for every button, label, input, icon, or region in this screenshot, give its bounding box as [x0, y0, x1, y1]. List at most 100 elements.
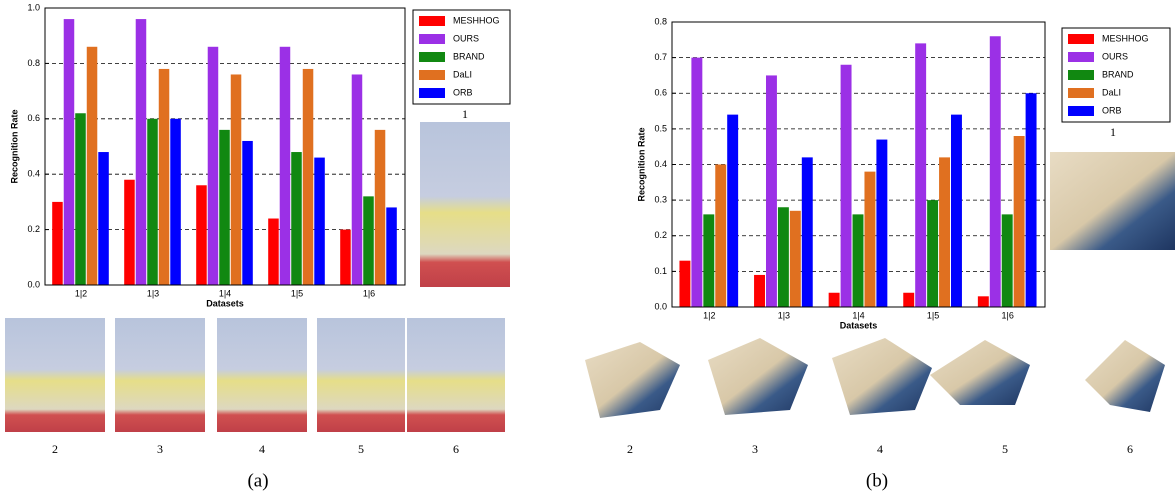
bar — [841, 65, 852, 307]
bar — [703, 214, 714, 307]
image — [1085, 340, 1165, 412]
y-tick-label: 0.3 — [654, 195, 667, 205]
image-label: 6 — [1127, 442, 1133, 456]
legend-swatch — [419, 70, 445, 80]
bar — [314, 158, 325, 285]
bar — [679, 261, 690, 307]
image — [407, 318, 505, 432]
legend-label: BRAND — [453, 51, 485, 61]
image — [5, 318, 105, 432]
y-tick-label: 0.4 — [654, 159, 667, 169]
bar — [691, 58, 702, 307]
bar — [375, 130, 386, 285]
legend-swatch — [419, 88, 445, 98]
y-axis-title: Recognition Rate — [636, 127, 646, 201]
image-label: 4 — [259, 442, 265, 456]
bar — [52, 202, 63, 285]
y-tick-label: 0.8 — [654, 16, 667, 26]
bar — [170, 119, 181, 285]
bar — [363, 196, 374, 285]
bar — [939, 157, 950, 307]
image — [217, 318, 307, 432]
bar — [778, 207, 789, 307]
image-label: 3 — [157, 442, 163, 456]
bar — [715, 165, 726, 308]
y-tick-label: 0.6 — [27, 113, 40, 123]
legend-label: MESHHOG — [1102, 33, 1149, 43]
legend-swatch — [1068, 88, 1094, 98]
image — [115, 318, 205, 432]
panel-label: (b) — [866, 470, 888, 491]
bar — [1014, 136, 1025, 307]
bar — [231, 74, 242, 285]
bar — [903, 293, 914, 307]
x-tick-label: 1|3 — [147, 288, 159, 298]
bar — [790, 211, 801, 307]
y-tick-label: 0.1 — [654, 266, 667, 276]
bar — [98, 152, 109, 285]
y-tick-label: 1.0 — [27, 2, 40, 12]
x-tick-label: 1|6 — [1002, 310, 1014, 320]
x-tick-label: 1|2 — [703, 310, 715, 320]
image-label: 3 — [752, 442, 758, 456]
x-tick-label: 1|5 — [927, 310, 939, 320]
legend-swatch — [1068, 70, 1094, 80]
figure: 1 2 3 4 5 6 (a) 1 2 3 4 5 6 (b) 0.00.20.… — [0, 0, 1175, 495]
bar — [864, 172, 875, 307]
y-tick-label: 0.0 — [27, 279, 40, 289]
y-tick-label: 0.2 — [654, 230, 667, 240]
y-tick-label: 0.0 — [654, 301, 667, 311]
legend-label: ORB — [453, 87, 473, 97]
bar — [754, 275, 765, 307]
legend-swatch — [1068, 52, 1094, 62]
bar — [75, 113, 86, 285]
image-label: 2 — [52, 442, 58, 456]
legend-label: OURS — [453, 33, 479, 43]
bar — [280, 47, 291, 285]
x-tick-label: 1|5 — [291, 288, 303, 298]
legend-swatch — [1068, 34, 1094, 44]
image-label: 5 — [358, 442, 364, 456]
bar — [208, 47, 219, 285]
bar — [291, 152, 302, 285]
bar — [876, 140, 887, 307]
bar — [219, 130, 230, 285]
legend-swatch — [419, 52, 445, 62]
bar — [352, 74, 363, 285]
bar — [268, 219, 279, 285]
x-axis-title: Datasets — [206, 298, 244, 308]
x-tick-label: 1|3 — [778, 310, 790, 320]
y-tick-label: 0.4 — [27, 169, 40, 179]
legend-label: OURS — [1102, 51, 1128, 61]
bar — [915, 43, 926, 307]
x-tick-label: 1|4 — [219, 288, 231, 298]
image — [832, 338, 932, 415]
y-axis-title: Recognition Rate — [9, 109, 19, 183]
bar — [927, 200, 938, 307]
bar — [136, 19, 147, 285]
bar — [1026, 93, 1037, 307]
legend-swatch — [419, 34, 445, 44]
image — [317, 318, 405, 432]
legend-swatch — [419, 16, 445, 26]
bar — [340, 230, 351, 285]
x-axis-title: Datasets — [840, 320, 878, 330]
image — [1050, 152, 1175, 250]
image — [420, 122, 510, 287]
image-label: 6 — [453, 442, 459, 456]
legend-label: MESHHOG — [453, 15, 500, 25]
bar — [196, 185, 207, 285]
image — [708, 338, 808, 415]
x-tick-label: 1|2 — [75, 288, 87, 298]
image — [585, 342, 680, 418]
bar — [159, 69, 170, 285]
bar — [124, 180, 135, 285]
legend-label: ORB — [1102, 105, 1122, 115]
bar — [829, 293, 840, 307]
image — [930, 340, 1030, 405]
bar — [853, 214, 864, 307]
bar — [951, 115, 962, 307]
bar — [242, 141, 253, 285]
image-label: 1 — [462, 107, 468, 121]
bar — [727, 115, 738, 307]
